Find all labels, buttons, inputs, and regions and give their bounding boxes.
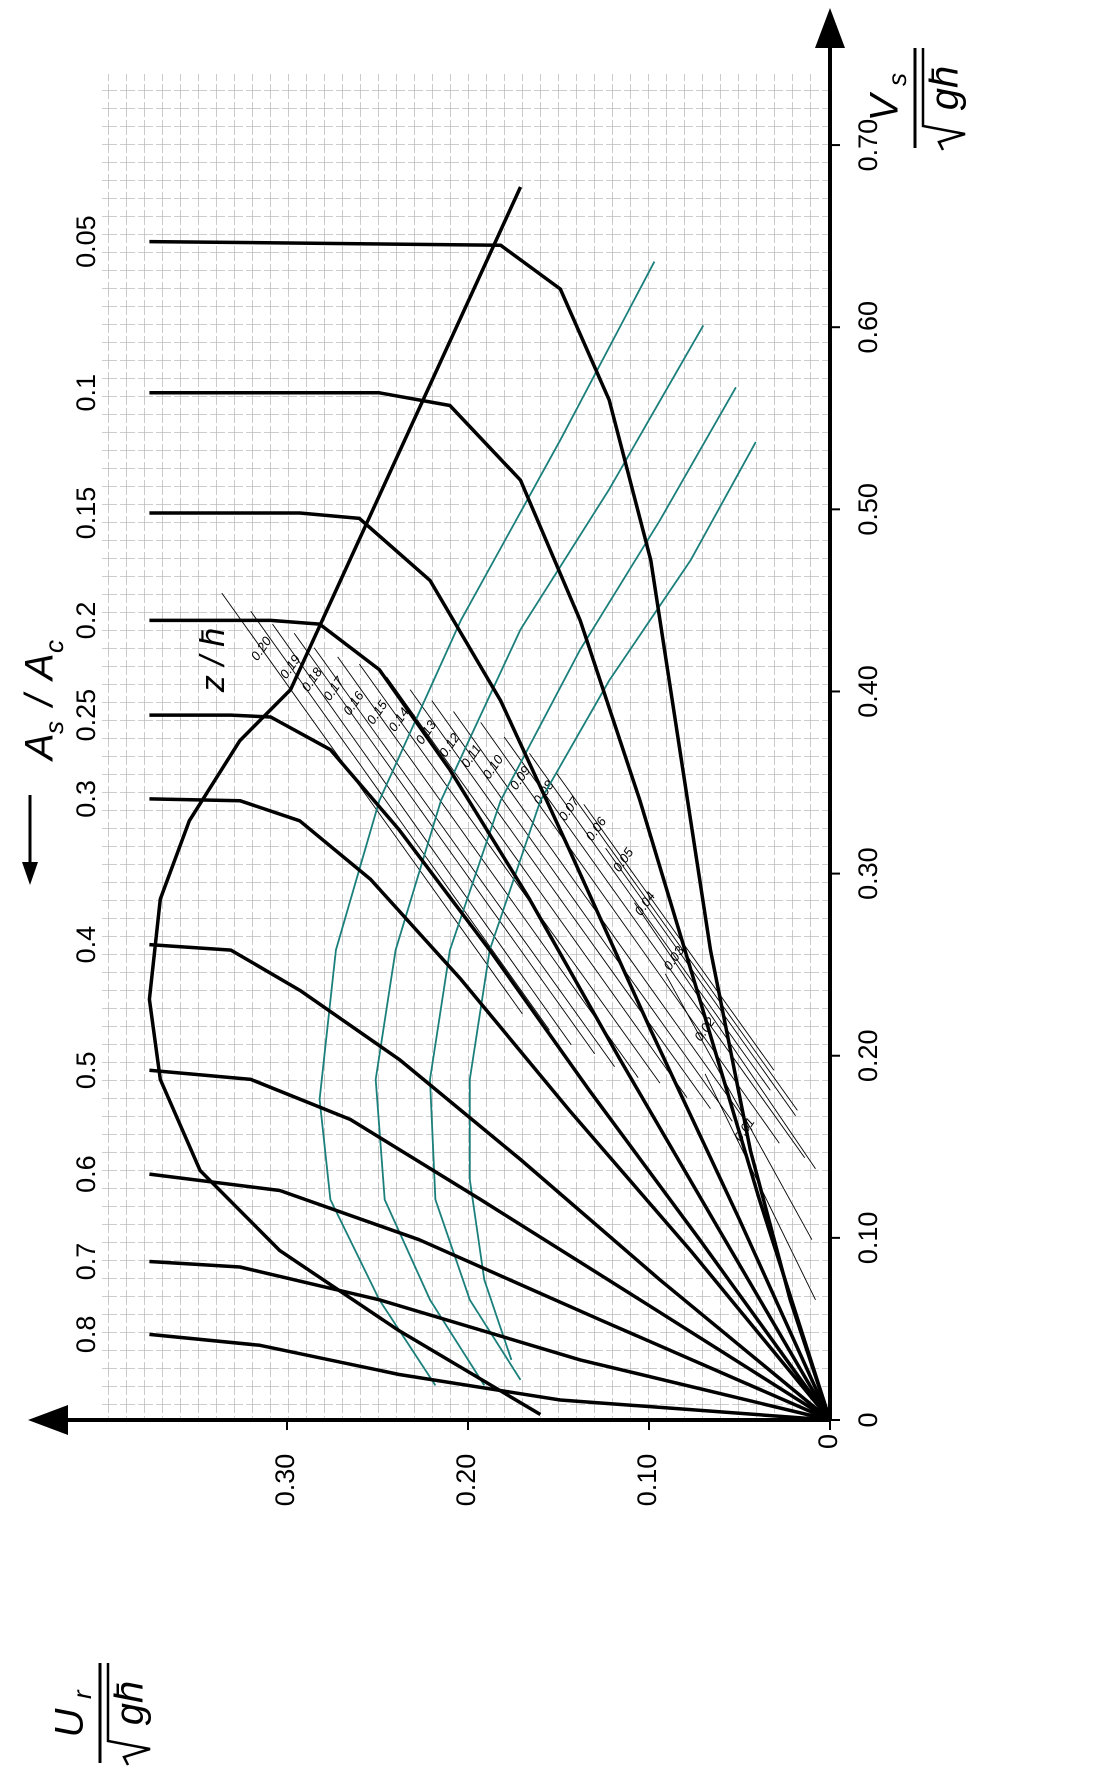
x-tick-label: 0.60 [853,301,883,354]
area-ratio-curve [149,713,832,1422]
area-ratio-curve [149,1172,831,1422]
x-tick-label: 0.50 [853,483,883,536]
area-ratio-curve [149,511,832,1421]
x-label-sub: s [882,73,912,86]
y-tick-label: 0.30 [270,1454,300,1507]
area-ratio-label: 0.4 [71,926,101,964]
z-line [634,902,816,1169]
y-label-root: gh̄ [108,1681,152,1726]
z-line [250,611,550,1031]
z-line [386,676,688,1098]
z-line [337,656,639,1078]
series-title-main: A [18,733,62,762]
area-ratio-label: 0.8 [71,1316,101,1354]
z-line [529,753,771,1091]
y-axis-label: U r gh̄ [48,1663,152,1766]
z-line [480,722,780,1144]
area-ratio-label: 0.7 [71,1243,101,1281]
z-line [221,592,523,1015]
z-title: z / h̄ [194,628,232,693]
x-tick-label: 0 [853,1412,883,1427]
teal-curve [429,386,737,1381]
y-tick-label: 0 [813,1434,843,1449]
root-sign [921,48,966,151]
z-line [583,804,775,1071]
x-tick-label: 0.40 [853,665,883,718]
series-title-slash: / [18,691,62,709]
z-line [556,773,798,1111]
area-ratio-curve [149,942,832,1422]
area-ratio-label: 0.6 [71,1155,101,1193]
y-tick-label: 0.20 [451,1454,481,1507]
area-ratio-label: 0.2 [71,602,101,640]
area-ratio-curve [149,1259,831,1422]
x-label-root: gh̄ [923,66,967,111]
area-ratio-curve [149,1332,831,1422]
z-line [431,700,733,1122]
y-label-main: U [48,1707,92,1737]
series-title-main2: A [18,653,62,682]
area-ratio-label: 0.05 [71,215,101,268]
area-ratio-curve [149,797,832,1422]
z-line [503,736,806,1158]
area-ratio-curve [149,239,832,1421]
area-ratio-curve [149,1068,831,1422]
x-tick-label: 0.30 [853,847,883,900]
series-title-sub: s [39,721,69,734]
z-line [272,623,572,1046]
envelope-curve [147,186,542,1417]
vs-axis-arrow [815,8,845,48]
series-title: A s / A c [18,640,69,762]
teal-curve [374,324,705,1386]
area-ratio-curve [149,391,832,1421]
series-title-sub2: c [39,640,69,653]
area-ratio-label: 0.15 [71,487,101,540]
area-ratio-label: 0.1 [71,374,101,412]
x-axis-label: V s gh̄ [863,48,967,151]
z-line [605,847,796,1117]
z-line [664,973,813,1240]
y-tick-label: 0.10 [632,1454,662,1507]
ur-axis-arrow [28,1405,68,1435]
x-tick-label: 0.10 [853,1212,883,1265]
area-ratio-curve [149,618,832,1421]
x-tick-label: 0.20 [853,1029,883,1082]
z-line [313,647,615,1067]
x-label-main: V [863,91,907,121]
root-sign [106,1663,151,1766]
area-ratio-label: 0.3 [71,780,101,818]
y-label-sub: r [67,1689,97,1699]
area-ratio-label: 0.25 [71,689,101,742]
series-title-arrowhead [22,862,38,885]
z-line [293,632,596,1055]
x-tick-label: 0.70 [853,119,883,172]
area-ratio-label: 0.5 [71,1052,101,1090]
